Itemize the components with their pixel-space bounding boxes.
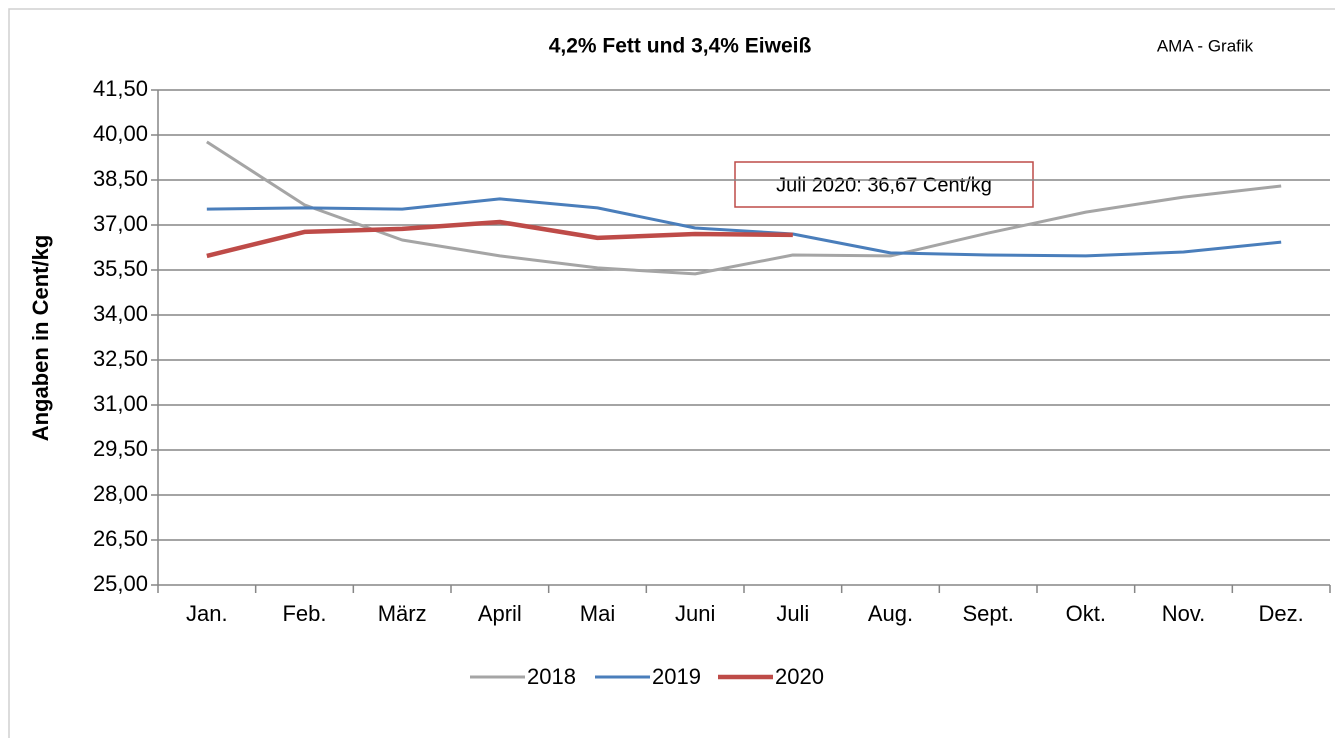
series-line bbox=[206, 197, 1282, 258]
source-label: AMA - Grafik bbox=[1157, 36, 1254, 55]
y-tick-label: 34,00 bbox=[93, 301, 148, 326]
annotation: Juli 2020: 36,67 Cent/kg bbox=[776, 174, 992, 196]
x-tick-label: Okt. bbox=[1066, 601, 1106, 626]
x-tick-label: Mai bbox=[580, 601, 615, 626]
y-tick-label: 40,00 bbox=[93, 121, 148, 146]
y-axis-label: Angaben in Cent/kg bbox=[28, 235, 53, 442]
x-tick-label: Dez. bbox=[1259, 601, 1304, 626]
x-tick-label: Aug. bbox=[868, 601, 913, 626]
y-tick-label: 41,50 bbox=[93, 76, 148, 101]
y-tick-label: 28,00 bbox=[93, 481, 148, 506]
y-tick-label: 26,50 bbox=[93, 526, 148, 551]
x-tick-label: Sept. bbox=[962, 601, 1013, 626]
series-line bbox=[206, 219, 793, 259]
y-tick-label: 32,50 bbox=[93, 346, 148, 371]
y-tick-label: 31,00 bbox=[93, 391, 148, 416]
y-tick-label: 25,00 bbox=[93, 571, 148, 596]
chart-title: 4,2% Fett und 3,4% Eiweiß bbox=[549, 35, 812, 58]
x-tick-label: Juni bbox=[675, 601, 715, 626]
x-tick-label: Juli bbox=[776, 601, 809, 626]
y-tick-label: 37,00 bbox=[93, 211, 148, 236]
y-tick-label: 29,50 bbox=[93, 436, 148, 461]
x-tick-label: Nov. bbox=[1162, 601, 1206, 626]
legend-label: 2019 bbox=[652, 664, 701, 689]
chart-frame bbox=[8, 8, 1335, 738]
y-tick-label: 38,50 bbox=[93, 166, 148, 191]
x-tick-label: März bbox=[378, 601, 427, 626]
x-tick-label: Jan. bbox=[186, 601, 228, 626]
legend-label: 2018 bbox=[527, 664, 576, 689]
y-tick-label: 35,50 bbox=[93, 256, 148, 281]
annotation-box bbox=[734, 161, 1034, 208]
x-tick-label: Feb. bbox=[282, 601, 326, 626]
series-line bbox=[206, 140, 1282, 276]
x-tick-label: April bbox=[478, 601, 522, 626]
legend-label: 2020 bbox=[775, 664, 824, 689]
